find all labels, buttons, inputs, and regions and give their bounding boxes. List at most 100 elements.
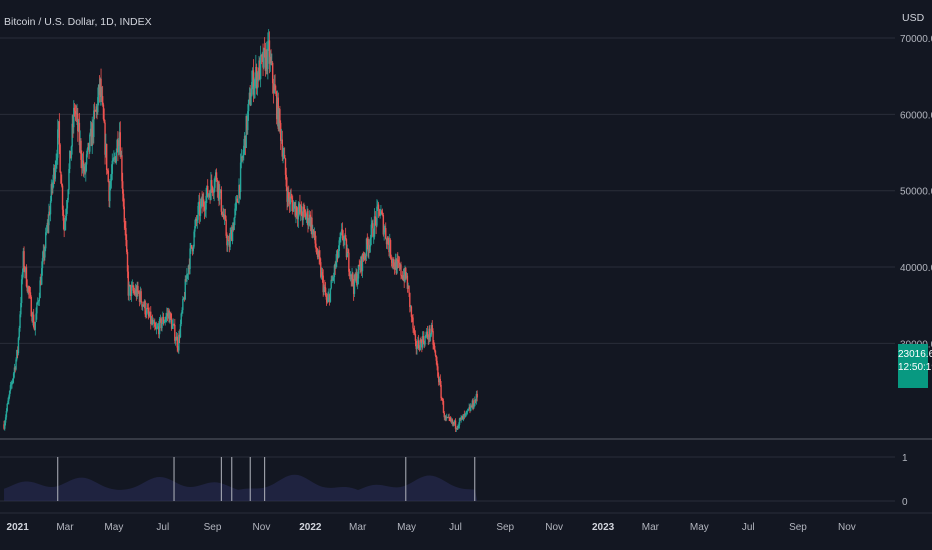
candle-body <box>438 378 441 383</box>
candle-body <box>174 340 177 341</box>
candle-body <box>110 173 113 182</box>
candle-body <box>127 271 130 296</box>
symbol-title[interactable]: Bitcoin / U.S. Dollar, 1D, INDEX <box>4 16 152 28</box>
candle-body <box>429 328 431 338</box>
date-tick-label: 2021 <box>7 522 30 533</box>
candle-body <box>88 142 90 152</box>
candle-body <box>327 297 329 303</box>
candle-body <box>18 328 20 338</box>
candle-body <box>237 202 239 204</box>
candle-body <box>144 301 146 315</box>
candle-body <box>408 285 410 293</box>
candle-body <box>377 204 380 210</box>
candle-body <box>169 312 171 323</box>
candle-body <box>446 417 449 419</box>
candle-body <box>97 97 99 113</box>
date-tick-label: Jul <box>449 522 462 533</box>
candle-body <box>315 243 317 249</box>
candle-body <box>66 199 69 209</box>
candle-body <box>146 307 148 315</box>
candle-body <box>288 192 290 199</box>
bar-countdown: 12:50:19 <box>898 362 932 373</box>
candle-body <box>243 145 245 156</box>
candle-body <box>174 324 176 341</box>
candle-body <box>429 334 432 338</box>
candle-body <box>362 253 364 259</box>
candle-body <box>255 66 258 89</box>
candle-body <box>291 197 293 203</box>
currency-label[interactable]: USD <box>902 12 925 24</box>
candle-body <box>301 215 304 221</box>
candle-body <box>391 259 393 263</box>
candle-body <box>415 340 417 350</box>
candle-body <box>177 347 179 351</box>
candle-body <box>100 78 102 97</box>
candle-body <box>469 407 471 411</box>
candle-body <box>271 62 274 84</box>
candle-body <box>466 410 469 412</box>
candle-body <box>251 81 253 97</box>
candle-body <box>279 122 282 142</box>
candle-body <box>68 168 70 190</box>
candle-body <box>383 229 385 235</box>
candle-body <box>306 210 308 217</box>
candle-body <box>128 284 130 296</box>
candle-body <box>258 60 260 80</box>
candle-body <box>389 240 392 258</box>
candle-body <box>342 235 344 242</box>
candle-body <box>413 330 416 335</box>
candle-body <box>417 340 419 349</box>
candle-body <box>53 167 56 179</box>
candle-body <box>58 121 61 145</box>
candle-body <box>161 323 163 329</box>
candle-body <box>454 420 457 429</box>
candle-body <box>63 220 65 231</box>
candle-body <box>340 232 342 239</box>
candle-body <box>36 302 38 314</box>
candle-body <box>224 215 227 220</box>
candle-body <box>394 259 397 270</box>
candle-body <box>463 414 466 416</box>
candle-body <box>269 56 271 64</box>
candle-body <box>437 376 440 383</box>
candle-body <box>183 297 186 300</box>
candle-body <box>290 196 292 198</box>
candle-body <box>89 134 91 152</box>
candle-body <box>122 193 125 207</box>
candle-body <box>180 313 182 325</box>
candle-body <box>13 367 16 374</box>
candle-body <box>184 279 186 300</box>
candle-body <box>75 112 77 114</box>
candle-body <box>277 97 279 129</box>
candle-body <box>393 266 396 270</box>
candle-body <box>324 287 327 296</box>
candle-body <box>466 410 468 413</box>
candle-body <box>361 253 364 272</box>
candle-body <box>102 104 105 120</box>
candle-body <box>283 154 286 159</box>
candle-body <box>462 414 465 420</box>
candle-body <box>344 235 346 239</box>
candle-body <box>53 167 55 181</box>
candle-body <box>336 250 338 261</box>
candle-body <box>64 221 66 231</box>
candle-body <box>351 273 353 280</box>
candle-body <box>459 418 462 420</box>
candle-body <box>425 335 427 337</box>
candle-body <box>257 72 259 80</box>
candle-body <box>423 341 425 345</box>
candle-body <box>339 238 341 241</box>
date-tick-label: May <box>690 522 709 533</box>
candle-body <box>279 109 281 123</box>
candle-body <box>247 111 249 131</box>
candle-body <box>16 350 19 354</box>
candle-body <box>52 180 54 189</box>
candle-body <box>37 301 40 303</box>
candle-body <box>230 229 232 235</box>
candle-body <box>343 238 345 242</box>
candle-body <box>178 334 181 338</box>
candle-body <box>349 274 352 277</box>
candle-body <box>297 209 300 220</box>
candle-body <box>176 336 178 348</box>
